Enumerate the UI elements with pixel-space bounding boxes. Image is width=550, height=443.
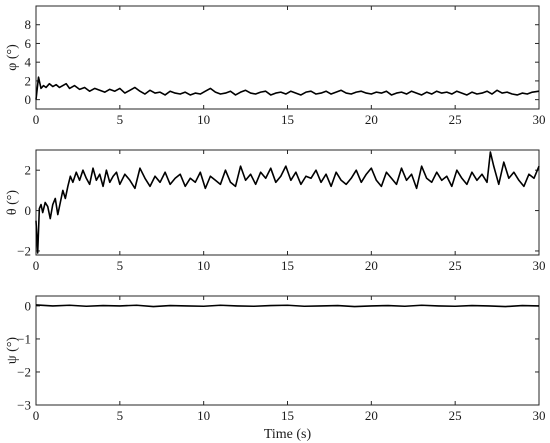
x-tick-label: 10 [197,112,210,127]
x-tick-label: 10 [197,258,210,273]
x-tick-label: 0 [33,112,40,127]
x-tick-label: 5 [117,408,124,423]
panel-1: 0 5 10 15 20 25 30 0 2 4 6 8 φ (°) [5,5,546,127]
y-tick-label: 2 [25,73,32,88]
y-tick-label: −1 [17,331,31,346]
panel-3: 0 5 10 15 20 25 30 −3 −2 −1 0 ψ (°) Time (s) [5,295,546,442]
y-tick-label: 0 [25,92,32,107]
y-tick-label: −2 [17,364,31,379]
y-tick-label: 6 [25,36,32,51]
x-axis-label: Time (s) [264,427,312,442]
x-tick-label: 5 [117,258,124,273]
x-tick-label: 0 [33,258,40,273]
plot-frame [35,149,540,256]
x-tick-label: 0 [33,408,40,423]
series-line-1 [35,151,540,254]
y-axis-label: ψ (°) [5,337,20,365]
x-tick-label: 15 [281,258,294,273]
y-tick-label: 4 [25,55,32,70]
y-tick-label: 8 [25,17,32,32]
x-tick-label: 20 [365,258,378,273]
x-tick-label: 30 [533,258,546,273]
y-tick-label: 2 [25,163,32,178]
y-tick-label: 0 [25,203,32,218]
y-tick-label: −3 [17,398,31,413]
x-tick-label: 30 [533,112,546,127]
x-tick-label: 25 [449,258,462,273]
x-tick-label: 25 [449,112,462,127]
y-axis-label: φ (°) [5,44,20,71]
series-line-1 [35,76,540,100]
x-tick-label: 30 [533,408,546,423]
x-tick-label: 10 [197,408,210,423]
y-tick-label: −2 [17,243,31,258]
plot-frame [35,295,540,406]
x-tick-label: 15 [281,408,294,423]
x-tick-label: 20 [365,408,378,423]
y-axis-label: θ (°) [5,190,20,215]
series-line-1 [35,304,540,308]
x-tick-label: 20 [365,112,378,127]
y-tick-label: 0 [25,298,32,313]
x-tick-label: 25 [449,408,462,423]
x-tick-label: 5 [117,112,124,127]
x-tick-label: 15 [281,112,294,127]
